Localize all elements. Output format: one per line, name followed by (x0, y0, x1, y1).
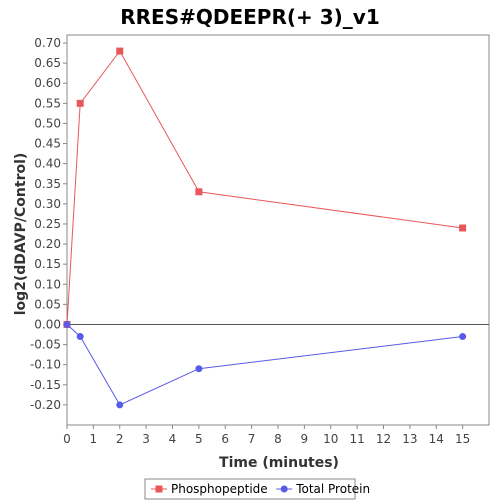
x-tick-label: 13 (402, 432, 417, 446)
y-tick-label: 0.05 (34, 297, 61, 311)
legend-box (144, 478, 356, 500)
data-point-total-protein (116, 401, 124, 409)
x-tick-label: 15 (455, 432, 470, 446)
y-tick-label: -0.05 (30, 338, 61, 352)
y-tick-label: 0.20 (34, 237, 61, 251)
y-tick-label: 0.45 (34, 137, 61, 151)
x-tick-label: 3 (142, 432, 150, 446)
data-point-total-protein (195, 365, 203, 373)
x-tick-label: 7 (248, 432, 256, 446)
y-tick-label: 0.15 (34, 257, 61, 271)
x-tick-label: 5 (195, 432, 203, 446)
y-tick-label: 0.30 (34, 197, 61, 211)
legend-marker-total-protein (280, 485, 288, 493)
data-point-phosphopeptide (459, 224, 467, 232)
y-tick-label: 0.50 (34, 116, 61, 130)
legend-marker-phosphopeptide (155, 485, 163, 493)
x-tick-label: 6 (221, 432, 229, 446)
x-tick-label: 1 (90, 432, 98, 446)
legend: Phosphopeptide Total Protein (144, 478, 370, 500)
x-tick-label: 2 (116, 432, 124, 446)
y-tick-label: 0.00 (34, 317, 61, 331)
y-tick-label: 0.25 (34, 217, 61, 231)
y-tick-label: 0.60 (34, 76, 61, 90)
y-tick-label: -0.15 (30, 378, 61, 392)
data-point-phosphopeptide (195, 188, 203, 196)
plot-frame (66, 34, 490, 426)
x-tick-label: 0 (63, 432, 71, 446)
x-tick-label: 4 (169, 432, 177, 446)
legend-label-phosphopeptide: Phosphopeptide (171, 482, 268, 496)
y-tick-label: 0.10 (34, 277, 61, 291)
y-tick-label: 0.55 (34, 96, 61, 110)
chart-title: RRES#QDEEPR(+ 3)_v1 (120, 5, 379, 29)
x-tick-label: 9 (301, 432, 309, 446)
x-tick-label: 12 (376, 432, 391, 446)
y-tick-label: 0.65 (34, 56, 61, 70)
y-tick-label: 0.35 (34, 177, 61, 191)
y-tick-label: 0.70 (34, 36, 61, 50)
legend-label-total-protein: Total Protein (295, 482, 370, 496)
x-axis-label: Time (minutes) (219, 455, 339, 471)
x-tick-label: 10 (323, 432, 338, 446)
data-point-total-protein (459, 333, 467, 341)
y-tick-label: 0.40 (34, 157, 61, 171)
data-point-total-protein (76, 333, 84, 341)
plot-area: 0.70 0.65 0.60 0.55 0.50 0.45 0.40 0.35 0.30 0.25… (30, 34, 490, 446)
data-point-phosphopeptide (76, 99, 84, 107)
data-point-total-protein (63, 320, 71, 328)
x-tick-label: 14 (429, 432, 444, 446)
y-axis-label: log2(dDAVP/Control) (13, 153, 29, 316)
x-tick-label: 11 (349, 432, 364, 446)
data-point-phosphopeptide (116, 47, 124, 55)
y-tick-label: -0.10 (30, 358, 61, 372)
x-tick-label: 8 (274, 432, 282, 446)
y-tick-label: -0.20 (30, 398, 61, 412)
